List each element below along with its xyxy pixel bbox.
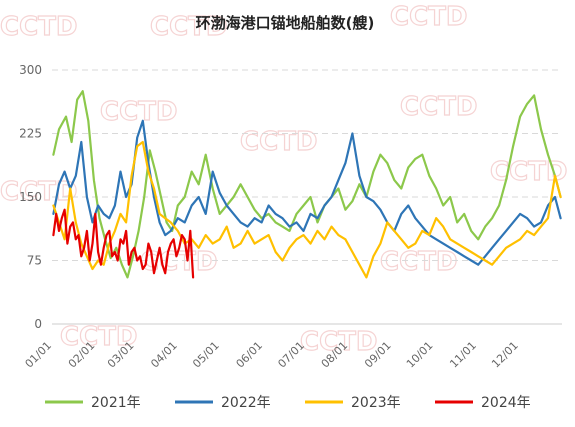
x-tick-label-4: 05/01 — [190, 339, 222, 371]
watermark-6: CCTD — [0, 177, 77, 207]
x-tick-label-0: 01/01 — [23, 339, 55, 371]
x-tick-label-3: 04/01 — [148, 339, 180, 371]
y-axis-ticks: 0 75 150 225 300 — [19, 63, 42, 331]
watermark-11: CCTD — [300, 327, 377, 357]
y-tick-label-3: 225 — [19, 127, 42, 141]
x-tick-label-10: 11/01 — [447, 339, 479, 371]
series-layer — [52, 90, 562, 279]
y-tick-label-2: 150 — [19, 190, 42, 204]
x-tick-label-9: 10/01 — [404, 339, 436, 371]
series-line-3 — [52, 140, 562, 279]
legend-label-1: 2021年 — [91, 395, 141, 411]
legend: 2021年 2022年 2023年 2024年 — [45, 395, 531, 411]
legend-label-4: 2024年 — [481, 395, 531, 411]
y-tick-label-0: 0 — [34, 317, 42, 331]
series-line-1 — [52, 90, 562, 279]
y-tick-label-1: 75 — [27, 254, 42, 268]
series-line-2 — [52, 119, 562, 266]
chart-title: 环渤海港口锚地船舶数(艘) — [196, 14, 375, 32]
watermark-5: CCTD — [240, 127, 317, 157]
x-tick-label-5: 06/01 — [233, 339, 265, 371]
watermark-4: CCTD — [400, 92, 477, 122]
watermark-8: CCTD — [380, 247, 457, 277]
watermark-layer: CCTD CCTD CCTD CCTD CCTD CCTD CCTD CCTD CCTD CCTD… — [0, 1, 568, 357]
legend-label-2: 2022年 — [221, 395, 271, 411]
watermark-1: CCTD — [150, 12, 227, 42]
watermark-10: CCTD — [60, 322, 137, 352]
x-tick-label-11: 12/01 — [489, 339, 521, 371]
watermark-3: CCTD — [100, 97, 177, 127]
watermark-2: CCTD — [390, 2, 467, 32]
y-tick-label-4: 300 — [19, 63, 42, 77]
legend-label-3: 2023年 — [351, 395, 401, 411]
series-line-4 — [52, 208, 195, 279]
watermark-0: CCTD — [0, 12, 77, 42]
